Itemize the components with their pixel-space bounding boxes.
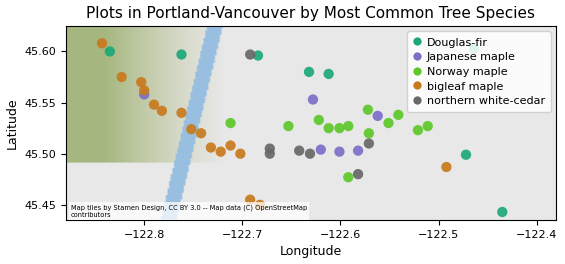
Point [254,53,263,58]
Point [206,145,215,150]
Y-axis label: Latitude: Latitude [6,97,19,149]
Point [117,75,126,79]
Point [306,152,315,156]
Point [98,41,107,45]
Point [414,128,423,132]
X-axis label: Longitude: Longitude [280,246,342,258]
Point [373,114,383,118]
Point [344,175,353,179]
Point [157,109,166,113]
Point [246,53,255,57]
Text: Map tiles by Stamen Design, CC BY 3.0 -- Map data (C) OpenStreetMap
contributors: Map tiles by Stamen Design, CC BY 3.0 --… [71,205,307,218]
Point [363,108,372,112]
Point [216,149,225,154]
Point [364,131,373,135]
Point [305,70,314,74]
Point [295,149,304,153]
Point [255,203,264,207]
Point [226,143,235,148]
Point [265,152,274,156]
Point [335,149,344,154]
Point [177,53,186,57]
Point [246,198,255,202]
Point [137,80,146,84]
Point [335,126,344,130]
Point [498,210,507,214]
Point [265,147,274,151]
Point [140,92,149,97]
Point [344,124,353,128]
Point [462,153,471,157]
Point [177,111,186,115]
Point [394,113,403,117]
Point [354,172,363,176]
Point [140,88,149,92]
Point [308,97,318,102]
Point [226,121,235,125]
Point [187,127,196,131]
Point [470,46,479,50]
Title: Plots in Portland-Vancouver by Most Common Tree Species: Plots in Portland-Vancouver by Most Comm… [86,6,536,21]
Point [364,141,373,145]
Point [284,124,293,128]
Point [197,131,206,135]
Legend: Douglas-fir, Japanese maple, Norway maple, bigleaf maple, northern white-cedar: Douglas-fir, Japanese maple, Norway mapl… [407,31,551,112]
Point [442,165,451,169]
Point [354,149,363,153]
Point [384,121,393,125]
Point [324,126,333,130]
Point [423,124,432,128]
Point [105,49,114,54]
Point [324,72,333,76]
Point [316,148,325,152]
Point [314,118,323,122]
Point [150,102,159,107]
Point [236,152,245,156]
